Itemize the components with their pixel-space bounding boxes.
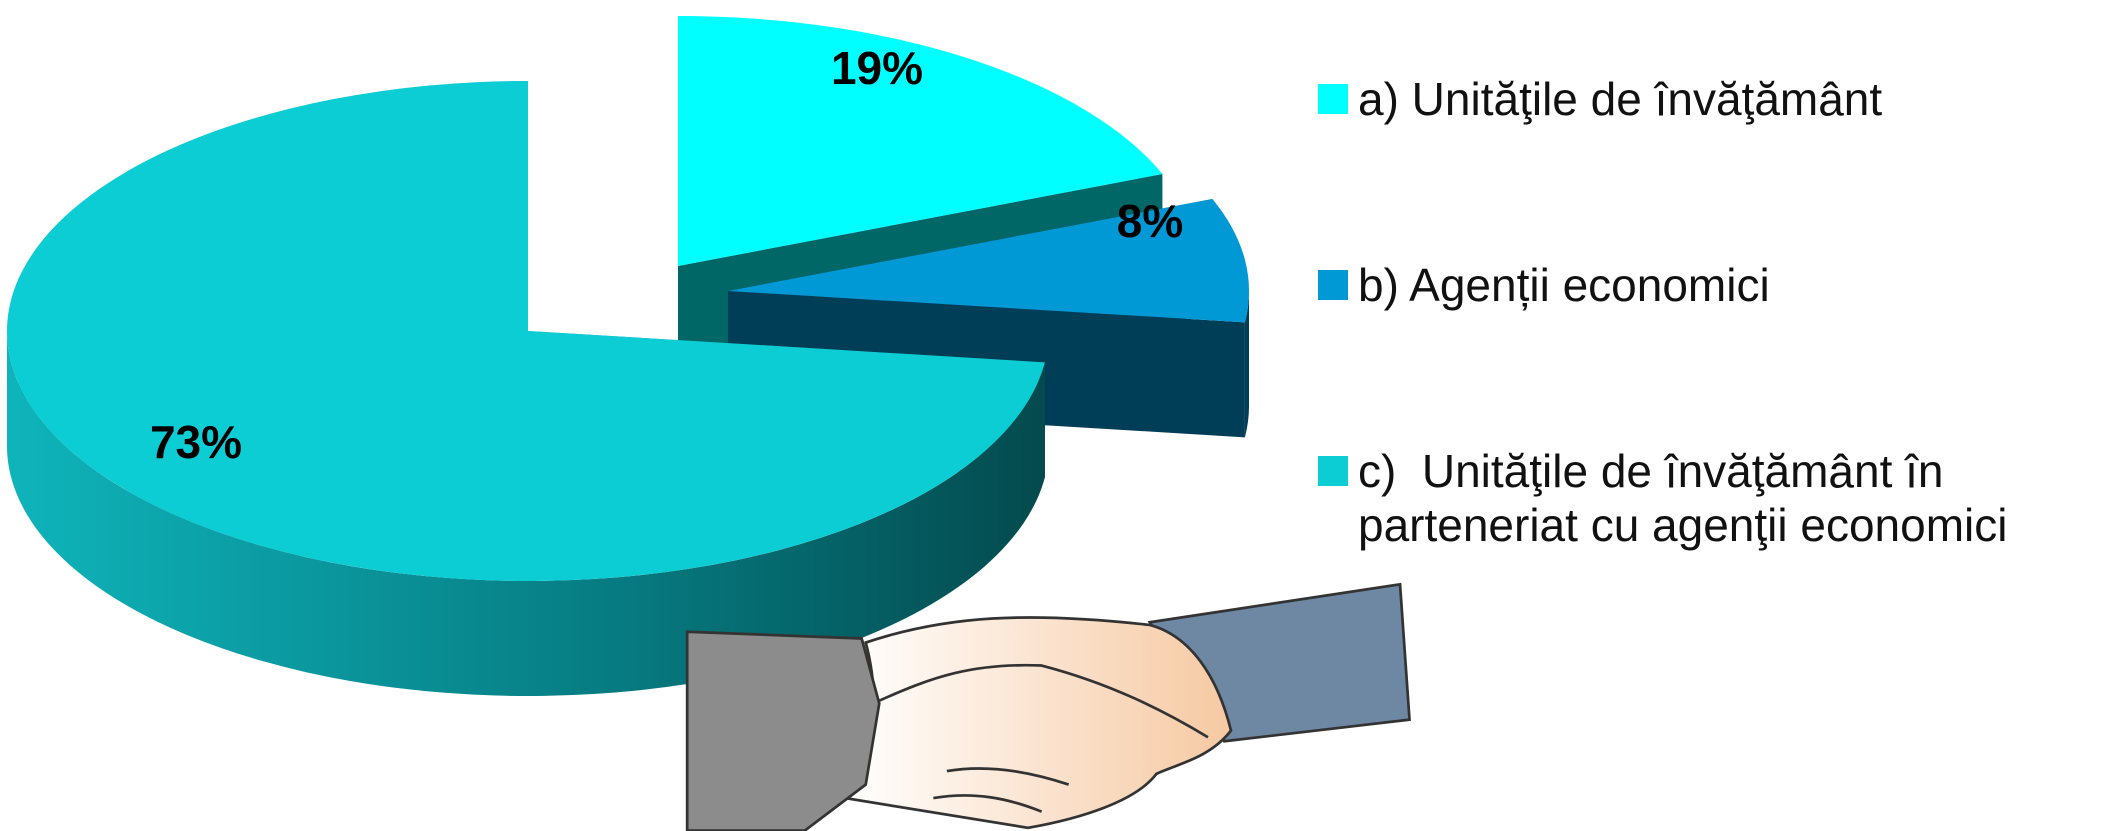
data-label: 19% (831, 42, 923, 94)
slice-side (7, 331, 1045, 697)
slice: 73% (7, 81, 1045, 697)
handshake-illustration (685, 582, 1411, 831)
data-label: 73% (150, 416, 242, 468)
slice (728, 198, 1249, 323)
legend-label: c) Unităţile de învăţământ în parteneria… (1358, 445, 2008, 551)
slice-side (1244, 291, 1249, 438)
legend-item: a) Unităţile de învăţământ (1318, 72, 2118, 126)
legend-swatch (1318, 84, 1348, 114)
data-label: 8% (1117, 195, 1183, 247)
legend-item: c) Unităţile de învăţământ în parteneria… (1318, 444, 2118, 552)
pie: 19% 8% 73% (7, 16, 1249, 697)
legend-swatch (1318, 456, 1348, 486)
slice (7, 81, 1045, 581)
slice (678, 16, 1163, 266)
legend-label: a) Unităţile de învăţământ (1358, 73, 1883, 125)
legend-label: b) Agenții economici (1358, 259, 1770, 311)
legend-item: b) Agenții economici (1318, 258, 2118, 312)
legend-swatch (1318, 270, 1348, 300)
